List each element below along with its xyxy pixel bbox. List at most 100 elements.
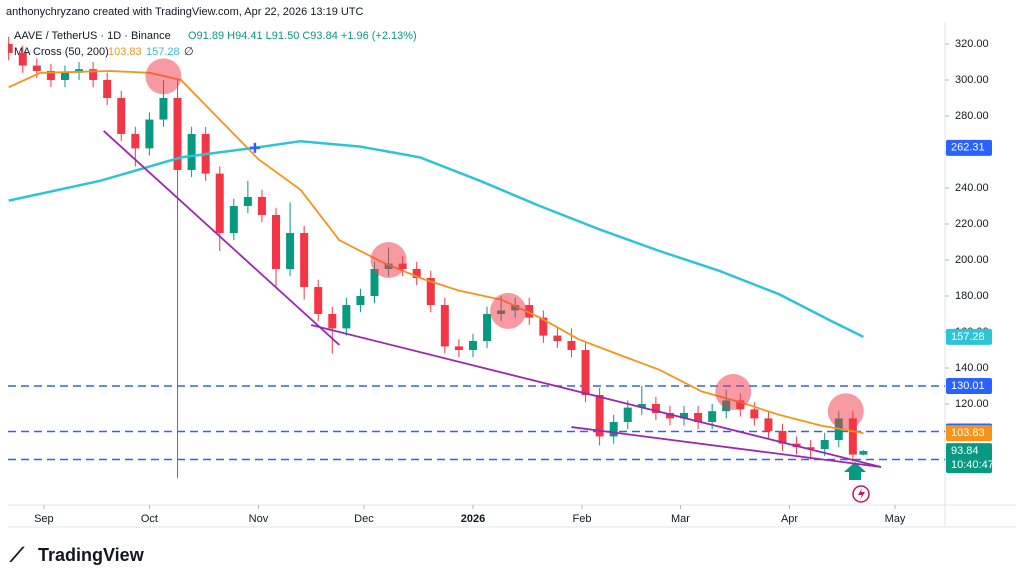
candle-body bbox=[145, 119, 154, 149]
candle-body bbox=[848, 418, 857, 455]
plot-area bbox=[8, 36, 945, 478]
candle-body bbox=[440, 304, 449, 347]
candle-body bbox=[859, 451, 868, 455]
price-tag-label: 157.28 bbox=[951, 331, 985, 343]
y-tick-label: 320.00 bbox=[955, 38, 989, 50]
candle-body bbox=[8, 43, 13, 53]
countdown: 10:40:47 bbox=[951, 459, 994, 471]
highlight-circle bbox=[490, 292, 527, 329]
highlight-circle bbox=[827, 393, 864, 430]
y-tick-label: 240.00 bbox=[955, 182, 989, 194]
candle-body bbox=[229, 205, 238, 233]
y-tick-label: 220.00 bbox=[955, 218, 989, 230]
candle-body bbox=[778, 431, 787, 444]
y-tick-label: 280.00 bbox=[955, 110, 989, 122]
candle-body bbox=[525, 304, 534, 318]
x-tick-label: Oct bbox=[141, 513, 158, 525]
candle-body bbox=[370, 268, 379, 296]
y-tick-label: 180.00 bbox=[955, 290, 989, 302]
candle-body bbox=[680, 413, 689, 419]
candle-body bbox=[173, 97, 182, 170]
highlight-circle bbox=[370, 241, 407, 278]
symbol: AAVE / TetherUS · 1D · Binance bbox=[14, 30, 171, 42]
candle-body bbox=[764, 418, 773, 432]
indicator-extra: ∅ bbox=[184, 46, 194, 58]
y-tick-label: 140.00 bbox=[955, 362, 989, 374]
y-tick-label: 200.00 bbox=[955, 254, 989, 266]
x-tick-label: May bbox=[885, 513, 906, 525]
candle-body bbox=[215, 173, 224, 233]
candle-body bbox=[117, 97, 126, 134]
candle-body bbox=[483, 313, 492, 341]
ohlc: O91.89 H94.41 L91.50 C93.84 +1.96 (+2.13… bbox=[188, 30, 417, 42]
candle-body bbox=[18, 52, 27, 66]
candle-body bbox=[356, 295, 365, 305]
price-tag bbox=[946, 443, 992, 474]
candle-body bbox=[426, 277, 435, 305]
candle-body bbox=[539, 317, 548, 336]
candle-body bbox=[300, 232, 309, 287]
price-tag bbox=[946, 425, 992, 442]
price-tag bbox=[946, 377, 992, 394]
candle-body bbox=[257, 196, 266, 215]
candle-body bbox=[665, 413, 674, 419]
highlight-circle bbox=[715, 373, 752, 410]
candle-body bbox=[694, 413, 703, 423]
y-tick-label: 120.00 bbox=[955, 398, 989, 410]
candle-body bbox=[454, 346, 463, 351]
candle-body bbox=[89, 69, 98, 80]
x-tick-label: Apr bbox=[781, 513, 798, 525]
candle-body bbox=[581, 350, 590, 396]
candle-body bbox=[286, 232, 295, 269]
logo-mark: ⟋ bbox=[9, 544, 25, 566]
candle-body bbox=[623, 407, 632, 423]
x-tick-label: Nov bbox=[249, 513, 269, 525]
x-tick-label: Feb bbox=[573, 513, 592, 525]
x-tick-label: 2026 bbox=[461, 513, 485, 525]
price-tag-label: 93.84 bbox=[951, 445, 979, 457]
y-tick-label: 300.00 bbox=[955, 74, 989, 86]
candle-body bbox=[609, 422, 618, 437]
candle-body bbox=[806, 447, 815, 450]
candle-body bbox=[553, 335, 562, 341]
alert-bolt bbox=[858, 488, 865, 500]
candle-body bbox=[131, 133, 140, 149]
ma200-value: 157.28 bbox=[146, 46, 180, 58]
candle-body bbox=[103, 79, 112, 98]
arrow-icon bbox=[844, 462, 866, 480]
x-tick-label: Dec bbox=[354, 513, 374, 525]
trendline bbox=[310, 324, 882, 468]
candle-body bbox=[820, 440, 829, 450]
indicator: MA Cross (50, 200) bbox=[14, 46, 109, 58]
trendline bbox=[571, 426, 882, 468]
candle-body bbox=[468, 340, 477, 351]
x-tick-label: Sep bbox=[34, 513, 54, 525]
moving-average bbox=[8, 139, 864, 339]
price-tag bbox=[946, 139, 992, 156]
candle-body bbox=[243, 196, 252, 206]
candle-body bbox=[46, 70, 55, 80]
price-tag-label: 130.01 bbox=[951, 380, 985, 392]
trendline bbox=[103, 130, 340, 346]
candle-body bbox=[651, 404, 660, 414]
candle-body bbox=[159, 97, 168, 120]
x-tick-label: Mar bbox=[671, 513, 690, 525]
logo-text: TradingView bbox=[38, 545, 145, 565]
candle-body bbox=[328, 313, 337, 329]
candle-body bbox=[750, 409, 759, 419]
price-tag-label: 262.31 bbox=[951, 142, 985, 154]
candle-body bbox=[412, 268, 421, 278]
candle-body bbox=[272, 214, 281, 269]
candle-body bbox=[708, 411, 717, 423]
ma50-value: 103.83 bbox=[108, 46, 142, 58]
candle-body bbox=[187, 133, 196, 170]
candle-body bbox=[637, 404, 646, 408]
cross-marker bbox=[249, 142, 260, 153]
alert-icon bbox=[852, 485, 870, 503]
candle-body bbox=[60, 72, 69, 80]
credit: anthonychryzano created with TradingView… bbox=[6, 6, 364, 18]
logo: ⟋ TradingView bbox=[9, 544, 145, 566]
candle-body bbox=[567, 340, 576, 351]
